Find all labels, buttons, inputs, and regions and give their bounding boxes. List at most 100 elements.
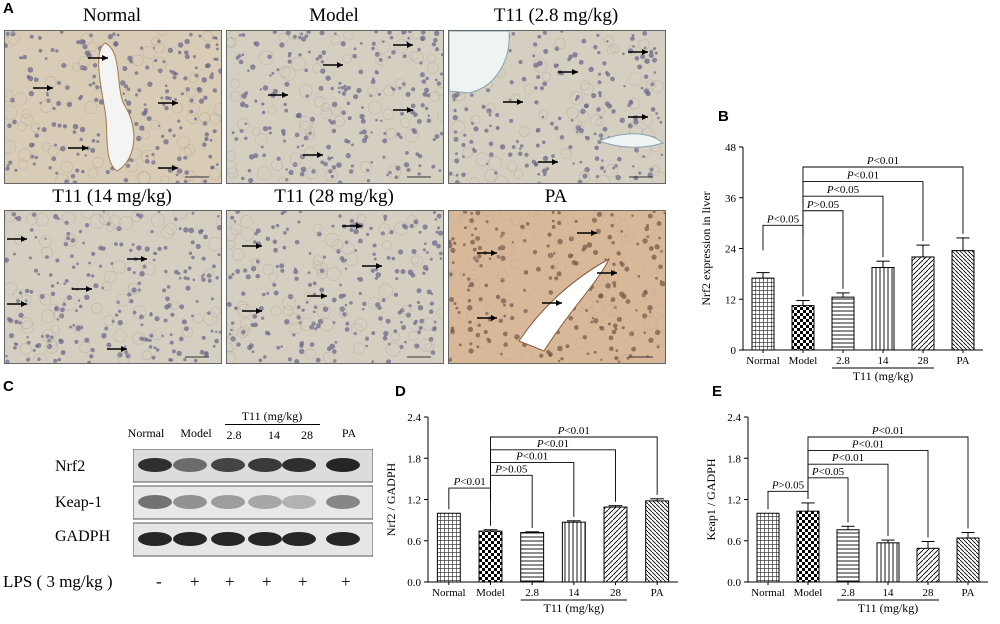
significance-bracket	[490, 474, 533, 528]
histology-title-model: Model	[309, 5, 359, 26]
significance-bracket	[802, 166, 964, 234]
x-tick-label: 2.8	[836, 355, 850, 367]
wb-label-keap1: Keap-1	[55, 494, 103, 511]
significance-label: P>0.05	[771, 479, 805, 491]
panel-letter-e: E	[712, 383, 723, 400]
bar-14	[561, 521, 586, 583]
y-tick-label: 0	[731, 345, 737, 357]
significance-label: P<0.05	[811, 466, 845, 478]
western-blot-image	[133, 449, 373, 557]
histology-title-t11-28: T11 (28 mg/kg)	[274, 186, 394, 207]
chart-e: 0.0 0.6 1.2 1.8 2.4 Keap1 / GADPH Normal Model 2…	[704, 412, 988, 615]
significance-label: P<0.01	[557, 425, 590, 437]
significance-label: P<0.01	[851, 439, 884, 451]
x-tick-label: 14	[883, 587, 895, 599]
bar-28	[916, 547, 940, 583]
y-tick-label: 1.2	[407, 495, 421, 507]
significance-label: P<0.01	[831, 452, 864, 464]
significance-label: P<0.01	[453, 476, 486, 488]
significance-bracket	[802, 210, 844, 289]
y-tick-label: 1.8	[407, 453, 421, 465]
panel-letter-b: B	[718, 108, 729, 125]
bar-model	[478, 530, 503, 583]
significance-label: P<0.05	[766, 213, 800, 225]
significance-bracket	[807, 436, 969, 529]
significance-bracket	[802, 181, 924, 242]
significance-label: P<0.01	[871, 425, 904, 437]
significance-bracket	[807, 463, 889, 537]
chart-b: 0 12 24 36 48 Nrf2 expression in liver Normal M…	[699, 142, 983, 383]
lps-mark-pa: +	[341, 572, 351, 591]
panel-letter-c: C	[3, 378, 14, 395]
x-tick-label: PA	[956, 355, 969, 367]
x-tick-label: Model	[476, 587, 505, 599]
significance-label: P>0.05	[494, 463, 528, 475]
significance-bracket	[767, 490, 809, 510]
significance-bracket	[490, 436, 658, 495]
wb-col-28: 28	[301, 428, 313, 442]
panel-letter-d: D	[395, 383, 406, 400]
lps-mark-model: +	[190, 572, 200, 591]
x-axis-label: T11 (mg/kg)	[544, 601, 605, 615]
wb-label-gadph: GADPH	[55, 528, 111, 545]
x-tick-label: PA	[961, 587, 974, 599]
bar-model	[796, 510, 820, 583]
bar-normal	[751, 277, 775, 351]
significance-bracket	[762, 224, 804, 297]
histology-image-t11-2-8	[448, 30, 666, 184]
x-tick-label: 28	[918, 355, 930, 367]
histology-image-model	[226, 30, 444, 184]
histology-title-pa: PA	[544, 186, 568, 207]
x-tick-label: Normal	[751, 587, 785, 599]
significance-label: P<0.05	[826, 184, 860, 196]
histology-image-t11-28	[226, 210, 444, 364]
y-tick-label: 1.2	[727, 495, 741, 507]
significance-bracket	[807, 450, 929, 538]
y-tick-label: 2.4	[407, 412, 421, 424]
y-tick-label: 36	[725, 193, 737, 205]
bar-14	[871, 267, 895, 351]
lps-label: LPS ( 3 mg/kg )	[3, 572, 113, 591]
bar-normal	[756, 512, 780, 583]
significance-bracket	[490, 462, 575, 517]
bar-pa	[645, 500, 670, 583]
bar-28	[911, 256, 935, 351]
significance-label: P>0.05	[806, 199, 840, 211]
histology-image-normal	[4, 30, 222, 184]
histology-title-t11-14: T11 (14 mg/kg)	[52, 186, 172, 207]
wb-label-nrf2: Nrf2	[55, 458, 86, 475]
panel-letter-a: A	[3, 0, 14, 17]
y-axis-label: Keap1 / GADPH	[704, 458, 718, 540]
significance-bracket	[490, 449, 616, 502]
wb-group-label: T11 (mg/kg)	[241, 409, 303, 423]
y-tick-label: 0.6	[407, 536, 421, 548]
wb-group-line	[225, 424, 320, 425]
x-tick-label: PA	[651, 587, 664, 599]
histology-image-t11-14	[4, 210, 222, 364]
wb-col-normal: Normal	[127, 426, 165, 440]
bar-28	[603, 506, 628, 583]
bar-pa	[951, 250, 975, 351]
significance-bracket	[802, 195, 884, 258]
histology-title-normal: Normal	[82, 5, 142, 26]
wb-col-pa: PA	[341, 426, 357, 440]
y-tick-label: 0.6	[727, 536, 741, 548]
histology-title-t11-2-8: T11 (2.8 mg/kg)	[493, 5, 619, 26]
wb-col-2-8: 2.8	[226, 428, 242, 442]
x-tick-label: Normal	[746, 355, 780, 367]
y-axis-label: Nrf2 expression in liver	[699, 191, 713, 305]
bar-pa	[956, 537, 980, 583]
lps-mark-2-8: +	[225, 572, 235, 591]
x-axis-label: T11 (mg/kg)	[853, 369, 914, 383]
x-tick-label: 28	[610, 587, 622, 599]
bar-model	[791, 305, 815, 351]
y-tick-label: 1.8	[727, 453, 741, 465]
bar-normal	[436, 512, 461, 583]
wb-col-model: Model	[180, 426, 212, 440]
lps-mark-normal: -	[156, 572, 162, 591]
x-axis-label: T11 (mg/kg)	[858, 601, 919, 615]
bar-2-8	[831, 296, 855, 351]
y-tick-label: 0.0	[727, 577, 741, 589]
significance-label: P<0.01	[515, 451, 548, 463]
wb-col-14: 14	[268, 428, 280, 442]
